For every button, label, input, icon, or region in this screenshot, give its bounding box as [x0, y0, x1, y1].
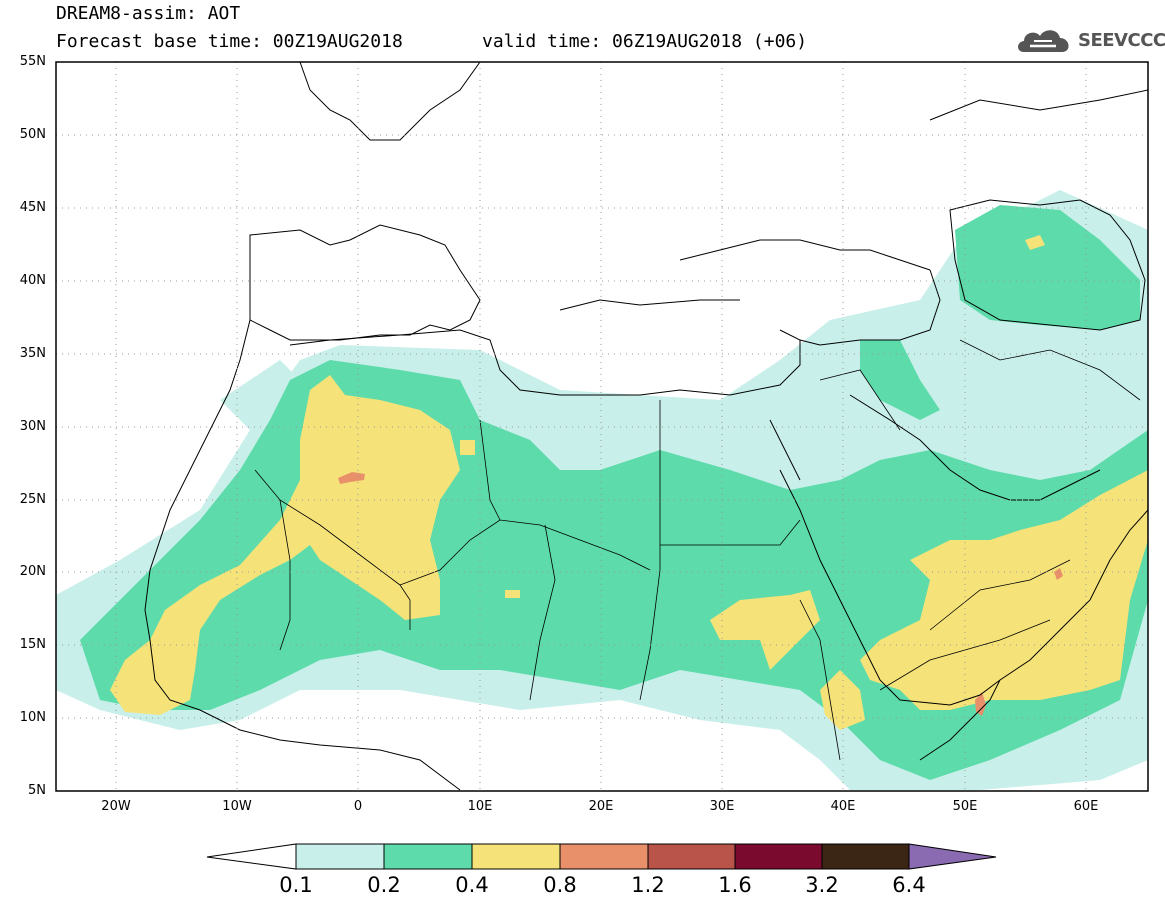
colorbar-label: 0.1 [279, 873, 313, 897]
map-title: DREAM8-assim: AOT [56, 3, 241, 24]
colorbar-segment-1 [295, 843, 385, 870]
colorbar-segment-above [908, 843, 997, 870]
lon-label: 50E [952, 799, 978, 814]
colorbar-segment-6 [734, 843, 823, 870]
lon-label: 10E [467, 799, 493, 814]
lat-label: 55N [19, 54, 46, 69]
aot-field [56, 190, 1148, 790]
colorbar-label: 1.6 [718, 873, 752, 897]
lat-label: 40N [19, 273, 46, 288]
lon-label: 40E [830, 799, 856, 814]
colorbar-segment-2 [383, 843, 473, 870]
lon-label: 10W [222, 799, 252, 814]
lat-label: 30N [19, 419, 46, 434]
colorbar-segment-5 [647, 843, 736, 870]
lat-label: 20N [19, 564, 46, 579]
colorbar-segment-7 [821, 843, 910, 870]
lat-label: 5N [28, 783, 46, 798]
lat-label: 10N [19, 710, 46, 725]
colorbar-label: 1.2 [631, 873, 665, 897]
cloud-icon [1018, 30, 1069, 52]
colorbar-label: 6.4 [892, 873, 926, 897]
lat-label: 15N [19, 637, 46, 652]
lon-label: 30E [709, 799, 735, 814]
base-time-label: Forecast base time: 00Z19AUG2018 [56, 31, 403, 52]
borders [254, 339, 1141, 761]
colorbar-label: 0.8 [543, 873, 577, 897]
lat-label: 50N [19, 127, 46, 142]
lon-label: 20E [588, 799, 614, 814]
colorbar-segment-3 [471, 843, 561, 870]
colorbar-label: 3.2 [805, 873, 839, 897]
lon-label: 60E [1073, 799, 1099, 814]
lon-label: 0 [353, 799, 363, 814]
colorbar-label: 0.4 [455, 873, 489, 897]
lat-label: 45N [19, 200, 46, 215]
colorbar-label: 0.2 [367, 873, 401, 897]
colorbar-segment-4 [559, 843, 649, 870]
colorbar-segment-below [206, 843, 297, 870]
colorbar [206, 843, 997, 870]
lon-label: 20W [101, 799, 131, 814]
valid-time-label: valid time: 06Z19AUG2018 (+06) [482, 31, 808, 52]
grid-lines [56, 62, 1148, 791]
seevccc-logo: SEEVCCC [1016, 24, 1165, 58]
lat-label: 35N [19, 346, 46, 361]
coastlines [144, 62, 1148, 791]
lat-label: 25N [19, 492, 46, 507]
logo-text: SEEVCCC [1078, 30, 1165, 51]
map-frame [55, 61, 1149, 792]
